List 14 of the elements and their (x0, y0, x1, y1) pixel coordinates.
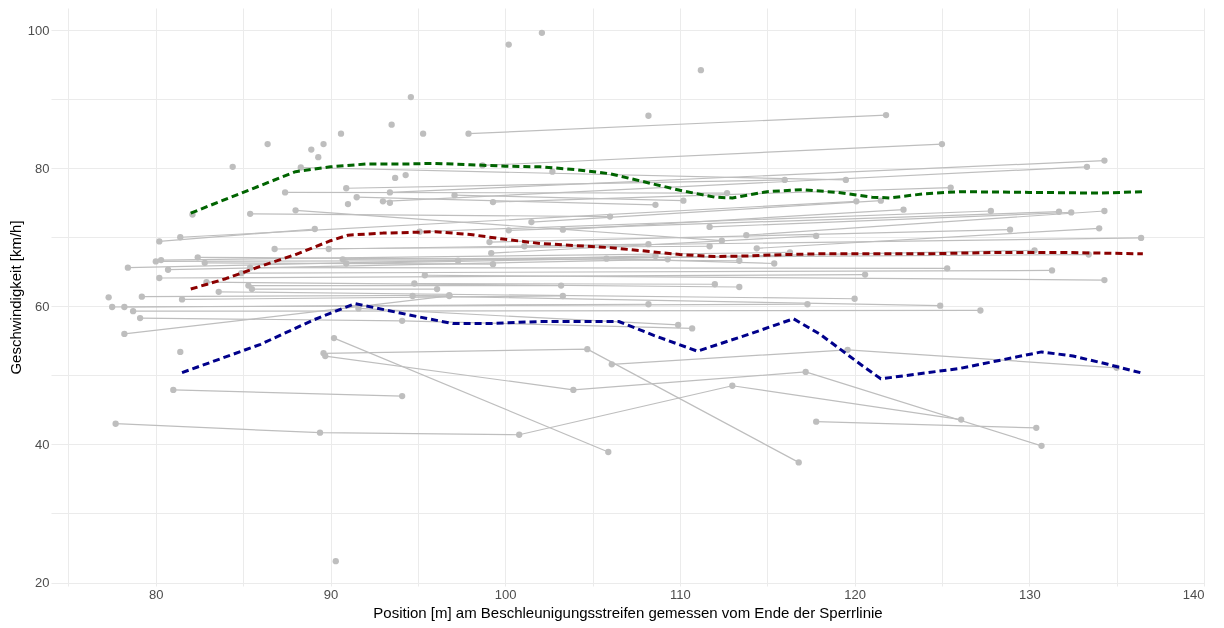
y-tick-label: 20 (35, 575, 50, 591)
x-tick-label: 80 (149, 586, 164, 602)
x-tick-label: 130 (1018, 586, 1041, 602)
x-tick-label: 120 (844, 586, 866, 602)
y-tick-label: 80 (35, 160, 50, 176)
y-tick-label: 60 (35, 298, 50, 314)
x-tick-label: 100 (494, 586, 517, 602)
x-tick-label: 140 (1182, 586, 1205, 602)
y-axis-title: Geschwindigkeit [km/h] (6, 220, 24, 375)
x-tick-label: 110 (670, 586, 691, 602)
x-axis-title: Position [m] am Beschleunigungsstreifen gemessen vom Ende der Sperrlinie (373, 603, 883, 621)
y-tick-label: 40 (35, 436, 50, 452)
y-tick-label: 100 (27, 22, 50, 38)
x-tick-label: 90 (323, 586, 339, 602)
